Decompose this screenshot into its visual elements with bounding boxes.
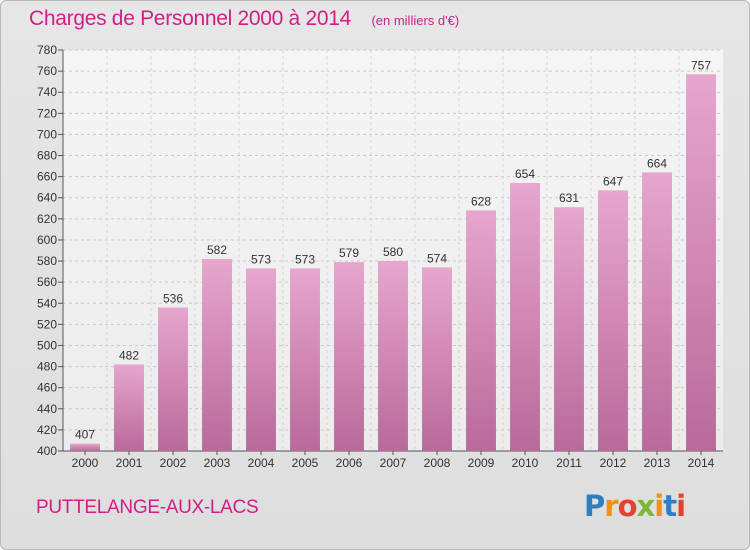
y-tick-label: 760 bbox=[37, 64, 57, 78]
x-tick-label-2006: 2006 bbox=[336, 456, 363, 470]
bar-2013 bbox=[642, 172, 672, 451]
y-tick-label: 600 bbox=[37, 233, 57, 247]
value-label-2001: 482 bbox=[119, 348, 139, 362]
bar-2000 bbox=[70, 443, 100, 451]
value-label-2011: 631 bbox=[559, 191, 579, 205]
y-tick-label: 560 bbox=[37, 275, 57, 289]
y-tick-label: 720 bbox=[37, 106, 57, 120]
bar-2001 bbox=[114, 364, 144, 451]
bar-2005 bbox=[290, 268, 320, 451]
x-tick-label-2000: 2000 bbox=[72, 456, 99, 470]
y-tick-label: 500 bbox=[37, 338, 57, 352]
value-label-2008: 574 bbox=[427, 251, 447, 265]
title-row: Charges de Personnel 2000 à 2014 (en mil… bbox=[29, 7, 459, 31]
bar-2004 bbox=[246, 268, 276, 451]
y-tick-label: 700 bbox=[37, 127, 57, 141]
logo-letter: r bbox=[604, 489, 618, 523]
x-tick-label-2008: 2008 bbox=[424, 456, 451, 470]
bar-2002 bbox=[158, 307, 188, 451]
value-label-2000: 407 bbox=[75, 428, 95, 442]
y-tick-label: 660 bbox=[37, 170, 57, 184]
logo-letter: i bbox=[654, 489, 664, 523]
y-tick-label: 640 bbox=[37, 191, 57, 205]
logo-letter: P bbox=[584, 489, 605, 523]
bars bbox=[70, 74, 716, 451]
logo-letter: x bbox=[636, 489, 656, 523]
value-label-2006: 579 bbox=[339, 246, 359, 260]
x-tick-label-2002: 2002 bbox=[160, 456, 187, 470]
y-tick-label: 680 bbox=[37, 149, 57, 163]
y-tick-label: 580 bbox=[37, 254, 57, 268]
chart-title: Charges de Personnel 2000 à 2014 bbox=[29, 7, 351, 30]
value-label-2009: 628 bbox=[471, 194, 491, 208]
x-tick-label-2009: 2009 bbox=[468, 456, 495, 470]
y-tick-label: 420 bbox=[37, 423, 57, 437]
y-tick-label: 740 bbox=[37, 85, 57, 99]
bar-2006 bbox=[334, 262, 364, 451]
x-tick-label-2001: 2001 bbox=[116, 456, 143, 470]
y-tick-label: 440 bbox=[37, 402, 57, 416]
value-label-2005: 573 bbox=[295, 252, 315, 266]
logo-letter: o bbox=[617, 489, 638, 523]
bar-2011 bbox=[554, 207, 584, 451]
bar-2012 bbox=[598, 190, 628, 451]
logo-letter: t bbox=[663, 489, 677, 523]
value-label-2012: 647 bbox=[603, 174, 623, 188]
y-tick-label: 620 bbox=[37, 212, 57, 226]
value-label-2014: 757 bbox=[691, 58, 711, 72]
chart-subtitle: (en milliers d'€) bbox=[371, 13, 460, 28]
commune-name: PUTTELANGE-AUX-LACS bbox=[36, 497, 259, 518]
y-tick-label: 400 bbox=[37, 444, 57, 458]
y-tick-label: 520 bbox=[37, 317, 57, 331]
value-label-2013: 664 bbox=[647, 156, 667, 170]
x-tick-label-2011: 2011 bbox=[556, 456, 582, 470]
bar-2009 bbox=[466, 210, 496, 451]
value-label-2003: 582 bbox=[207, 243, 227, 257]
logo-letter: i bbox=[676, 489, 686, 523]
bar-2007 bbox=[378, 261, 408, 451]
value-label-2010: 654 bbox=[515, 167, 535, 181]
y-tick-label: 540 bbox=[37, 296, 57, 310]
bar-2003 bbox=[202, 258, 232, 451]
x-tick-label-2004: 2004 bbox=[248, 456, 275, 470]
x-tick-label-2014: 2014 bbox=[688, 456, 715, 470]
bar-2014 bbox=[686, 74, 716, 451]
bar-2010 bbox=[510, 182, 540, 451]
y-tick-label: 460 bbox=[37, 381, 57, 395]
x-tick-label-2003: 2003 bbox=[204, 456, 231, 470]
bar-2008 bbox=[422, 267, 452, 451]
y-tick-label: 480 bbox=[37, 360, 57, 374]
x-tick-label-2012: 2012 bbox=[600, 456, 627, 470]
value-label-2007: 580 bbox=[383, 245, 403, 259]
x-tick-label-2010: 2010 bbox=[512, 456, 539, 470]
x-tick-label-2013: 2013 bbox=[644, 456, 671, 470]
y-tick-label: 780 bbox=[37, 43, 57, 57]
x-tick-label-2005: 2005 bbox=[292, 456, 319, 470]
proxiti-logo: Proxiti bbox=[584, 489, 686, 523]
value-label-2002: 536 bbox=[163, 291, 183, 305]
x-tick-label-2007: 2007 bbox=[380, 456, 407, 470]
labels: 400 420 440 460 480 500 520 540 560 580 600 620 640 6… bbox=[37, 43, 715, 470]
value-label-2004: 573 bbox=[251, 252, 271, 266]
